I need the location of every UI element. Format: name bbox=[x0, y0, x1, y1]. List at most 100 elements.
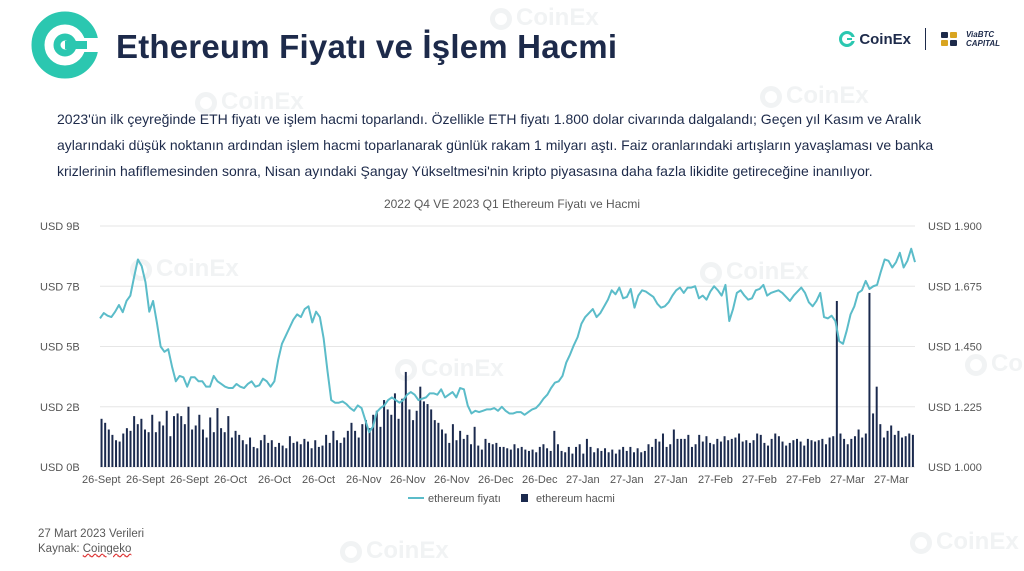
volume-bar bbox=[571, 453, 574, 467]
volume-bar bbox=[470, 444, 472, 467]
volume-bar bbox=[872, 413, 875, 467]
volume-bar bbox=[734, 437, 737, 467]
volume-bar bbox=[814, 441, 817, 467]
volume-bar bbox=[115, 440, 118, 467]
x-tick-label: 26-Nov bbox=[390, 474, 426, 486]
x-tick-label: 26-Oct bbox=[214, 474, 247, 486]
volume-bar bbox=[212, 432, 215, 467]
y-right-tick-label: USD 1.000 bbox=[928, 462, 982, 474]
volume-bar bbox=[256, 448, 259, 467]
volume-bar bbox=[100, 418, 103, 467]
volume-bar bbox=[288, 436, 291, 467]
volume-bar bbox=[777, 436, 780, 467]
volume-bar bbox=[839, 433, 842, 467]
volume-bar bbox=[741, 441, 744, 467]
volume-bar bbox=[491, 444, 494, 467]
volume-bar bbox=[321, 445, 324, 467]
volume-bar bbox=[806, 438, 809, 467]
x-tick-label: 26-Sept bbox=[170, 474, 209, 486]
volume-bar bbox=[701, 441, 704, 467]
volume-bar bbox=[886, 430, 889, 467]
volume-bar bbox=[368, 428, 371, 467]
volume-bar bbox=[908, 433, 911, 467]
volume-bar bbox=[832, 436, 835, 467]
volume-bar bbox=[201, 429, 204, 467]
volume-bar bbox=[843, 438, 846, 467]
volume-bar bbox=[803, 445, 806, 467]
volume-bar bbox=[216, 408, 219, 467]
volume-bar bbox=[600, 450, 603, 467]
volume-bar bbox=[850, 438, 853, 467]
volume-bar bbox=[426, 404, 429, 467]
x-tick-label: 27-Jan bbox=[654, 474, 688, 486]
x-tick-label: 26-Nov bbox=[434, 474, 470, 486]
volume-bar bbox=[223, 432, 226, 467]
x-tick-label: 27-Mar bbox=[830, 474, 865, 486]
volume-bar bbox=[817, 440, 820, 467]
volume-bar bbox=[575, 446, 578, 467]
volume-bar bbox=[680, 438, 683, 467]
volume-bar bbox=[723, 436, 726, 467]
volume-bar bbox=[158, 421, 161, 467]
volume-bar bbox=[517, 448, 520, 467]
y-left-tick-label: USD 5B bbox=[40, 342, 80, 354]
volume-bar bbox=[810, 440, 813, 467]
x-tick-label: 27-Jan bbox=[566, 474, 600, 486]
watermark: CoinEx bbox=[340, 537, 449, 565]
volume-bar bbox=[636, 448, 639, 467]
volume-bar bbox=[614, 453, 617, 467]
watermark: CoinEx bbox=[965, 350, 1024, 378]
volume-bar bbox=[274, 446, 277, 467]
volume-bar bbox=[205, 437, 208, 467]
coinex-brand: CoinEx bbox=[838, 30, 911, 48]
volume-bar bbox=[191, 429, 194, 467]
volume-bar bbox=[415, 410, 418, 467]
volume-bar bbox=[785, 445, 788, 467]
volume-bar bbox=[531, 449, 534, 467]
volume-bar bbox=[513, 444, 516, 467]
volume-bar bbox=[770, 438, 773, 467]
volume-bar bbox=[437, 422, 440, 467]
volume-bar bbox=[596, 448, 599, 467]
volume-bar bbox=[140, 418, 143, 467]
volume-bar bbox=[781, 441, 784, 467]
volume-bar bbox=[712, 444, 715, 467]
volume-bar bbox=[462, 438, 465, 467]
volume-bar bbox=[727, 440, 730, 467]
volume-bar bbox=[643, 450, 646, 467]
volume-bar bbox=[169, 436, 172, 467]
volume-bar bbox=[567, 446, 570, 467]
brand-logos: CoinEx ViaBTC CAPITAL bbox=[838, 28, 1008, 50]
volume-bar bbox=[911, 434, 914, 467]
volume-bar bbox=[104, 422, 107, 467]
volume-bar bbox=[408, 409, 411, 467]
volume-bar bbox=[752, 440, 755, 467]
volume-bar bbox=[147, 432, 150, 467]
volume-bar bbox=[705, 436, 708, 467]
volume-bar bbox=[292, 442, 295, 467]
volume-bar bbox=[527, 450, 530, 467]
volume-bar bbox=[509, 449, 512, 467]
volume-bar bbox=[669, 444, 672, 467]
chart-title: 2022 Q4 VE 2023 Q1 Ethereum Fiyatı ve Ha… bbox=[383, 197, 641, 211]
volume-bar bbox=[622, 446, 625, 467]
x-tick-label: 26-Oct bbox=[302, 474, 335, 486]
volume-bar bbox=[893, 434, 896, 467]
volume-bar bbox=[259, 440, 262, 467]
volume-bar bbox=[767, 445, 770, 467]
x-tick-label: 27-Feb bbox=[742, 474, 777, 486]
description-text: 2023'ün ilk çeyreğinde ETH fiyatı ve işl… bbox=[57, 111, 934, 179]
volume-bar bbox=[299, 444, 302, 467]
volume-bar bbox=[484, 438, 487, 467]
watermark: CoinEx bbox=[910, 528, 1019, 556]
volume-bar bbox=[314, 440, 317, 467]
volume-bar bbox=[564, 452, 567, 467]
price-line bbox=[99, 247, 916, 434]
legend-price-label: ethereum fiyatı bbox=[428, 493, 501, 505]
y-right-tick-label: USD 1.225 bbox=[928, 402, 982, 414]
volume-bar bbox=[799, 441, 802, 467]
volume-bar bbox=[756, 433, 759, 467]
source-name: Coingeko bbox=[82, 543, 132, 555]
source-line: Kaynak: Coingeko bbox=[38, 542, 144, 557]
y-left-tick-label: USD 9B bbox=[40, 221, 80, 233]
